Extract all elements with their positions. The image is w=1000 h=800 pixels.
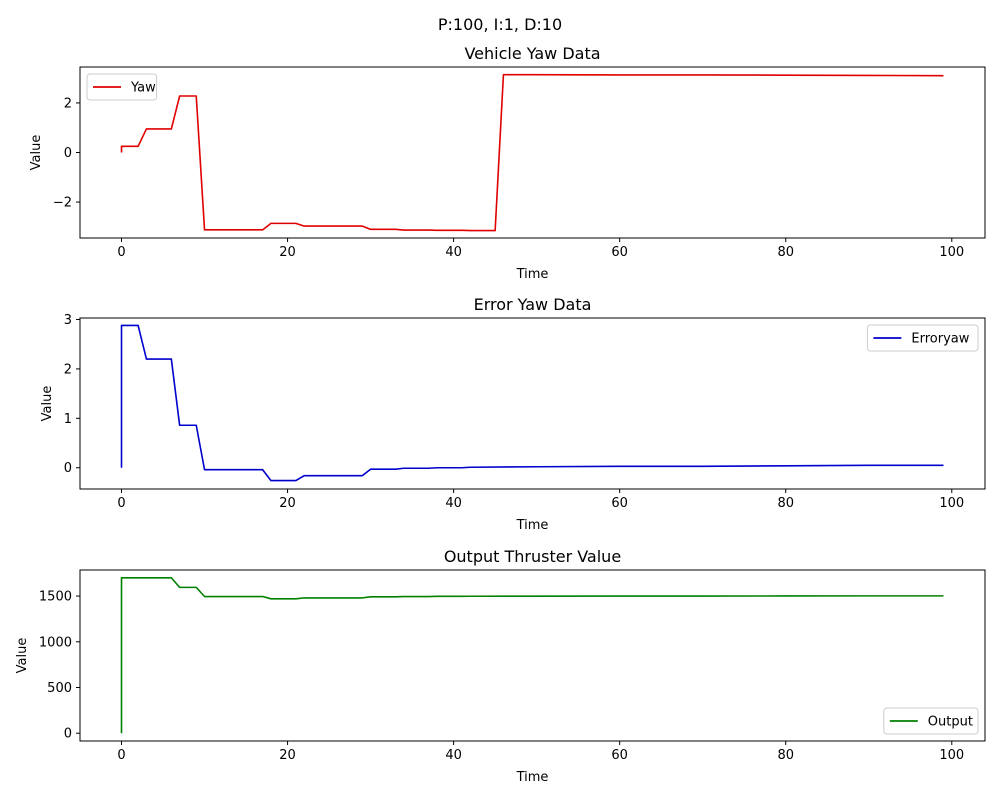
plot-frame	[79, 569, 986, 742]
legend: Erroryaw	[866, 324, 979, 352]
y-tick-label: 0	[64, 461, 72, 476]
y-tick-label: 1	[64, 412, 72, 427]
y-tick-label: 0	[64, 146, 72, 161]
legend-label: Yaw	[130, 81, 156, 96]
series-line-yaw	[120, 73, 944, 232]
legend-box	[86, 73, 158, 101]
x-tick-label: 20	[279, 496, 296, 511]
legend-box	[866, 324, 979, 352]
y-axis-label: Value	[40, 386, 55, 422]
chart-title: Error Yaw Data	[474, 295, 592, 314]
chart-title: Vehicle Yaw Data	[464, 44, 600, 63]
x-tick-label: 0	[117, 245, 125, 260]
x-tick-label: 80	[777, 748, 794, 763]
x-axis-label: Time	[516, 770, 549, 785]
y-tick-label: 2	[64, 96, 72, 111]
plot-frame	[79, 317, 986, 490]
y-axis-label: Value	[29, 135, 44, 171]
x-axis-label: Time	[516, 267, 549, 282]
series-line-output	[120, 576, 944, 734]
chart-panel-1: Vehicle Yaw Data 0 20 40 60 80 100 −2 0 2 Time Valu…	[29, 44, 986, 282]
x-tick-label: 20	[279, 245, 296, 260]
x-tick-label: 60	[611, 496, 628, 511]
plot-frame	[79, 66, 986, 239]
legend-label: Erroryaw	[911, 332, 969, 347]
y-tick-label: −2	[53, 196, 72, 211]
x-tick-label: 80	[777, 245, 794, 260]
x-tick-label: 100	[939, 245, 964, 260]
chart-panel-2: Error Yaw Data 0 20 40 60 80 100 0 1 2 3 Time Value E…	[40, 295, 986, 533]
x-tick-label: 100	[939, 496, 964, 511]
series-line-erroryaw	[120, 324, 944, 482]
legend-box	[883, 707, 979, 735]
x-tick-label: 80	[777, 496, 794, 511]
x-tick-label: 40	[445, 245, 462, 260]
y-tick-label: 1500	[39, 590, 72, 605]
figure-suptitle: P:100, I:1, D:10	[438, 15, 562, 34]
legend: Yaw	[86, 73, 158, 101]
x-tick-label: 60	[611, 245, 628, 260]
x-tick-label: 60	[611, 748, 628, 763]
x-tick-label: 0	[117, 496, 125, 511]
y-tick-label: 3	[64, 313, 72, 328]
y-tick-label: 0	[64, 727, 72, 742]
x-tick-label: 40	[445, 748, 462, 763]
y-tick-label: 2	[64, 362, 72, 377]
chart-title: Output Thruster Value	[444, 547, 621, 566]
x-tick-label: 100	[939, 748, 964, 763]
x-tick-label: 20	[279, 748, 296, 763]
x-axis-label: Time	[516, 518, 549, 533]
legend-label: Output	[928, 715, 973, 730]
legend: Output	[883, 707, 979, 735]
y-axis-label: Value	[15, 638, 30, 674]
y-tick-label: 1000	[39, 635, 72, 650]
x-tick-label: 40	[445, 496, 462, 511]
x-tick-label: 0	[117, 748, 125, 763]
y-tick-label: 500	[47, 681, 72, 696]
